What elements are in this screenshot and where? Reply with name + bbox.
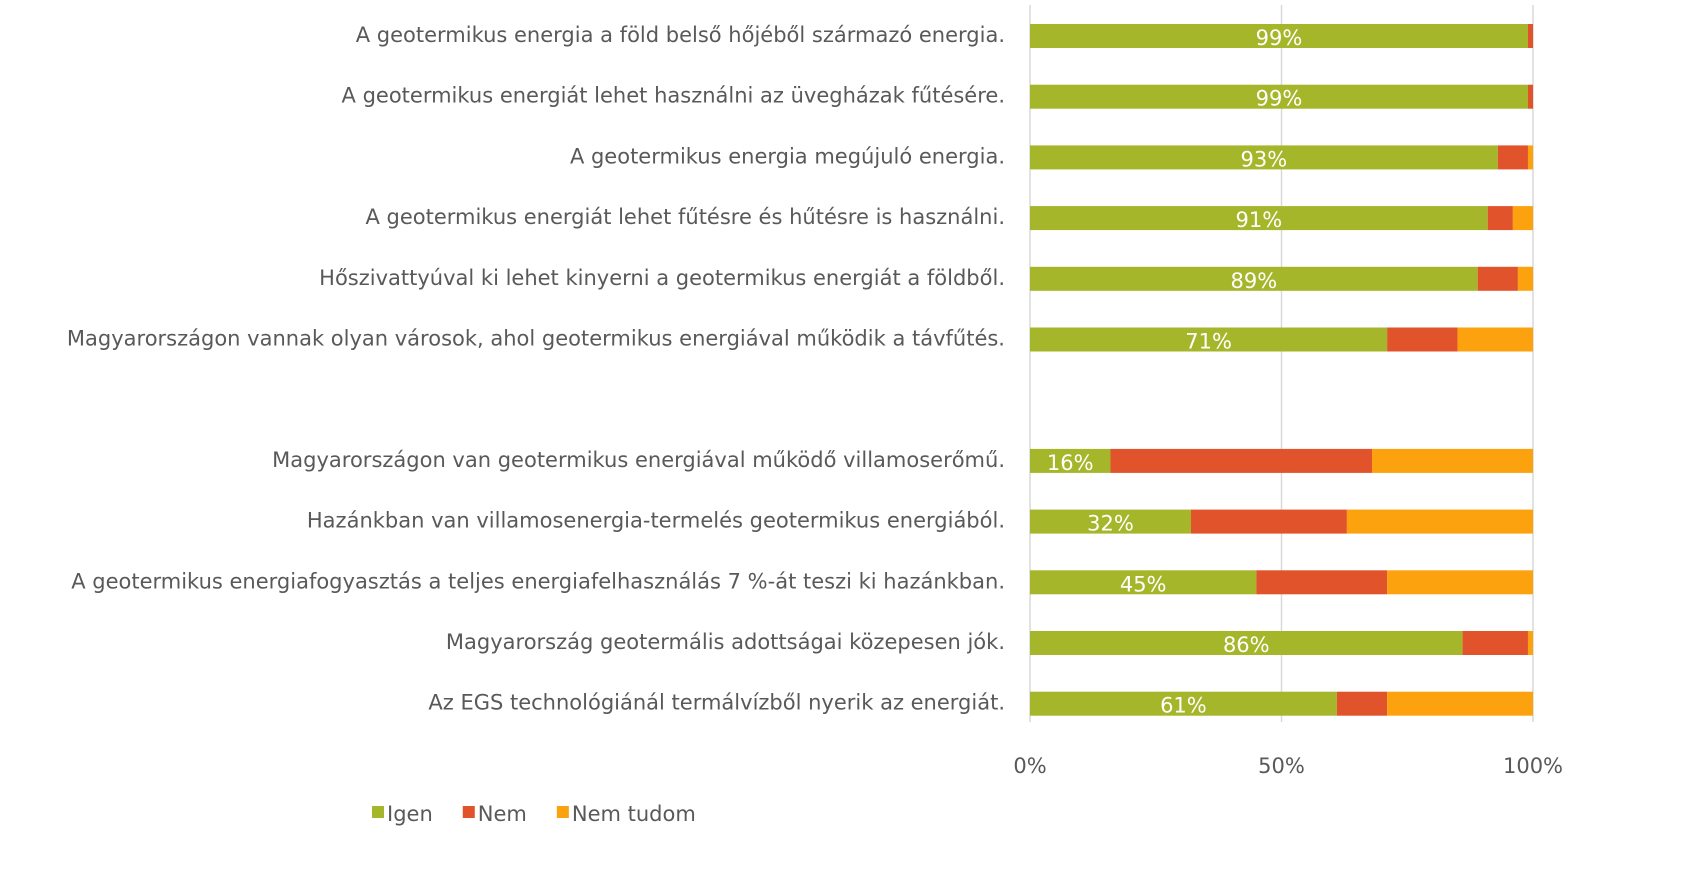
bar-segment [1387, 570, 1533, 595]
bar-segment [1512, 206, 1533, 231]
bar-segment [1527, 145, 1533, 170]
data-label: 45% [1120, 572, 1167, 596]
bar-segment [1030, 448, 1111, 473]
category-label: Magyarország geotermális adottságai köze… [446, 630, 1005, 654]
x-tick-label: 100% [1503, 754, 1563, 778]
bar-segment [1527, 84, 1533, 109]
bar-segment [1527, 24, 1533, 48]
bar-segment [1387, 691, 1533, 716]
data-label: 93% [1241, 147, 1288, 171]
category-label: A geotermikus energiafogyasztás a teljes… [71, 569, 1005, 593]
bar-segment [1346, 509, 1533, 534]
bar-segment [1387, 327, 1458, 352]
legend-label: Nem [478, 802, 527, 826]
legend-swatch [462, 806, 475, 818]
data-label: 32% [1087, 512, 1134, 536]
category-label: Magyarországon vannak olyan városok, aho… [67, 327, 1005, 351]
x-tick-label: 0% [1013, 754, 1046, 778]
data-label: 99% [1256, 26, 1303, 50]
data-label: 71% [1185, 330, 1232, 354]
data-label: 99% [1256, 87, 1303, 111]
bar-segment [1030, 206, 1488, 231]
bar-segment [1256, 570, 1388, 595]
legend-swatch [556, 806, 569, 818]
category-label: Hazánkban van villamosenergia-termelés g… [307, 509, 1005, 533]
bar-segment [1527, 631, 1533, 655]
x-tick-label: 50% [1258, 754, 1305, 778]
category-label: A geotermikus energiát lehet fűtésre és … [365, 205, 1005, 229]
category-label: Hőszivattyúval ki lehet kinyerni a geote… [319, 266, 1005, 290]
bar-segment [1030, 266, 1478, 291]
data-label: 16% [1047, 451, 1094, 475]
bar-segment [1497, 145, 1528, 170]
category-label: A geotermikus energia a föld belső hőjéb… [356, 23, 1005, 47]
bar-segment [1030, 570, 1257, 595]
bar-segment [1030, 691, 1337, 716]
bar-segment [1190, 509, 1347, 534]
category-label: A geotermikus energiát lehet használni a… [342, 84, 1005, 108]
data-label: 89% [1230, 269, 1277, 293]
bar-segment [1477, 266, 1518, 291]
bar-segment [1030, 145, 1498, 170]
bar-segment [1030, 24, 1528, 48]
bar-segment [1372, 448, 1533, 473]
data-label: 61% [1160, 694, 1207, 718]
legend-label: Nem tudom [572, 802, 696, 826]
data-label: 91% [1236, 208, 1283, 232]
legend-swatch [372, 806, 384, 818]
category-label: A geotermikus energia megújuló energia. [570, 144, 1005, 168]
data-label: 86% [1223, 633, 1270, 657]
bar-segment [1030, 509, 1191, 534]
bar-segment [1030, 84, 1528, 109]
bar-segment [1517, 266, 1533, 291]
bar-segment [1110, 448, 1373, 473]
category-label: Magyarországon van geotermikus energiáva… [272, 448, 1005, 472]
bar-segment [1457, 327, 1533, 352]
bar-segment [1336, 691, 1388, 716]
bar-segment [1462, 631, 1528, 655]
bar-segment [1030, 327, 1388, 352]
bar-segment [1487, 206, 1513, 231]
category-label: Az EGS technológiánál termálvízből nyeri… [428, 691, 1005, 715]
legend-label: Igen [387, 802, 433, 826]
bar-segment [1030, 631, 1463, 655]
